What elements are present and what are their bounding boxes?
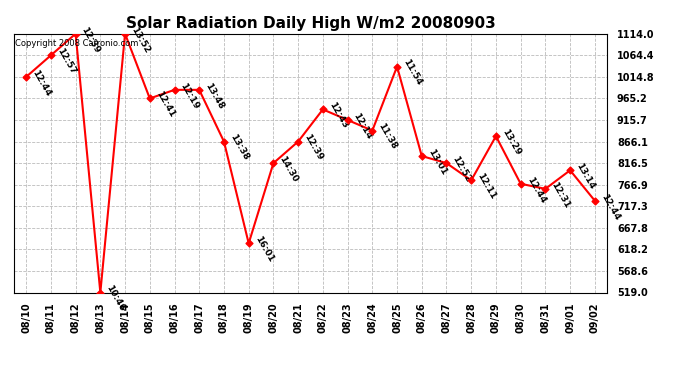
Text: 13:52: 13:52: [129, 25, 151, 54]
Point: [21, 74, 32, 80]
Text: 12:14: 12:14: [352, 111, 374, 141]
Text: 12:19: 12:19: [179, 81, 201, 111]
Point: [466, 177, 477, 183]
Point: [46, 53, 57, 58]
Point: [70, 31, 81, 37]
Text: 12:39: 12:39: [80, 25, 102, 54]
Text: 12:11: 12:11: [475, 172, 497, 201]
Point: [219, 138, 230, 144]
Point: [119, 31, 130, 37]
Point: [169, 87, 180, 93]
Point: [540, 186, 551, 192]
Text: 11:38: 11:38: [377, 122, 399, 151]
Text: 12:44: 12:44: [599, 192, 621, 222]
Point: [95, 290, 106, 296]
Point: [268, 160, 279, 166]
Point: [491, 133, 502, 139]
Text: 14:30: 14:30: [277, 154, 299, 184]
Text: 13:38: 13:38: [228, 133, 250, 162]
Text: 13:14: 13:14: [574, 162, 596, 191]
Text: 12:41: 12:41: [154, 90, 176, 119]
Point: [367, 128, 378, 134]
Title: Solar Radiation Daily High W/m2 20080903: Solar Radiation Daily High W/m2 20080903: [126, 16, 495, 31]
Text: 12:44: 12:44: [525, 175, 547, 205]
Text: 12:44: 12:44: [30, 68, 52, 98]
Point: [144, 96, 155, 102]
Point: [194, 87, 205, 93]
Point: [293, 138, 304, 144]
Point: [243, 240, 254, 246]
Text: 10:46: 10:46: [104, 284, 126, 313]
Point: [589, 198, 600, 204]
Text: 16:01: 16:01: [253, 235, 275, 264]
Point: [515, 181, 526, 187]
Text: 13:29: 13:29: [500, 128, 522, 157]
Text: Copyright 2008 Cafronio.com: Copyright 2008 Cafronio.com: [15, 39, 139, 48]
Text: 13:48: 13:48: [204, 81, 226, 111]
Point: [416, 153, 427, 159]
Text: 12:43: 12:43: [327, 101, 349, 130]
Text: 12:39: 12:39: [302, 133, 324, 162]
Text: 11:54: 11:54: [401, 58, 424, 87]
Text: 13:01: 13:01: [426, 147, 448, 177]
Text: 12:52: 12:52: [451, 154, 473, 184]
Point: [342, 117, 353, 123]
Point: [391, 64, 402, 70]
Point: [317, 106, 328, 112]
Text: 12:57: 12:57: [55, 46, 77, 76]
Point: [564, 167, 575, 173]
Text: 12:31: 12:31: [549, 180, 571, 210]
Point: [441, 160, 452, 166]
